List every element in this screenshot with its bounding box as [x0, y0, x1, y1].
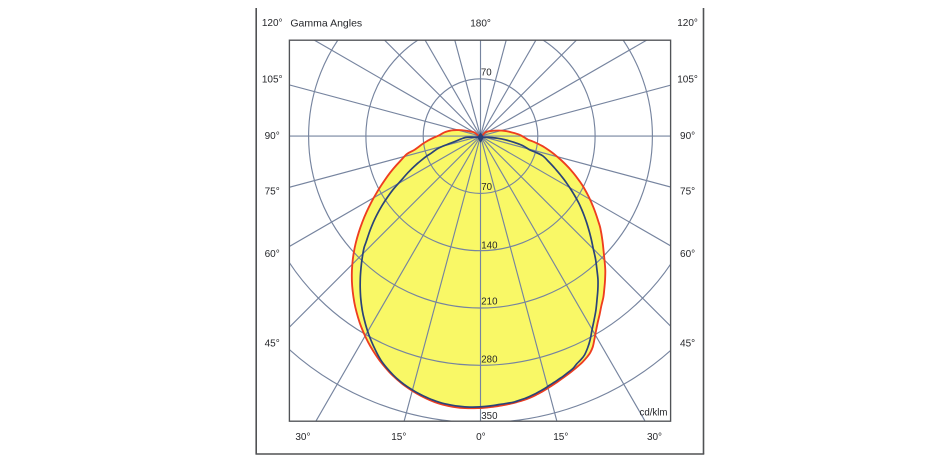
svg-text:Gamma Angles: Gamma Angles	[290, 18, 362, 30]
svg-text:30°: 30°	[647, 432, 662, 443]
svg-text:30°: 30°	[295, 432, 310, 443]
svg-text:140: 140	[481, 240, 498, 251]
svg-text:45°: 45°	[680, 338, 695, 349]
svg-text:350: 350	[481, 411, 498, 422]
svg-text:120°: 120°	[677, 18, 698, 29]
svg-text:60°: 60°	[680, 249, 695, 260]
svg-text:180°: 180°	[470, 19, 491, 30]
svg-text:280: 280	[481, 354, 498, 365]
svg-text:15°: 15°	[391, 432, 406, 443]
svg-text:45°: 45°	[265, 338, 280, 349]
svg-text:75°: 75°	[265, 187, 280, 198]
svg-text:75°: 75°	[680, 187, 695, 198]
svg-text:105°: 105°	[262, 74, 283, 85]
svg-text:105°: 105°	[677, 74, 698, 85]
svg-text:cd/klm: cd/klm	[640, 408, 668, 419]
svg-text:0°: 0°	[476, 432, 486, 443]
svg-text:60°: 60°	[265, 249, 280, 260]
svg-text:120°: 120°	[262, 18, 283, 29]
svg-text:15°: 15°	[553, 432, 568, 443]
svg-text:90°: 90°	[680, 131, 695, 142]
svg-text:70: 70	[481, 68, 492, 79]
svg-text:210: 210	[481, 297, 498, 308]
svg-text:70: 70	[481, 182, 492, 193]
svg-text:90°: 90°	[265, 131, 280, 142]
